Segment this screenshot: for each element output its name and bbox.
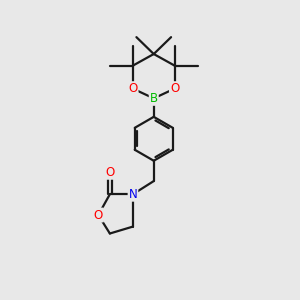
Text: N: N (129, 188, 137, 201)
Text: O: O (105, 166, 115, 179)
Text: O: O (128, 82, 138, 95)
Text: O: O (94, 208, 103, 221)
Text: O: O (170, 82, 179, 95)
Text: B: B (150, 92, 158, 105)
